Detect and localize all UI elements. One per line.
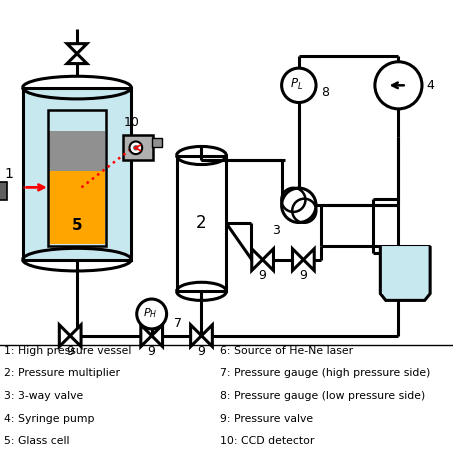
Text: 9: 9 (198, 345, 205, 358)
Bar (382, 277, 428, 293)
Polygon shape (292, 249, 303, 271)
Text: $P_L$: $P_L$ (291, 77, 304, 92)
Text: 4: Syringe pump: 4: Syringe pump (4, 414, 94, 424)
Circle shape (375, 62, 422, 109)
Text: 2: 2 (196, 214, 207, 232)
Polygon shape (263, 249, 273, 271)
Polygon shape (152, 325, 163, 346)
Text: 9: 9 (300, 269, 307, 282)
Text: 9: Pressure valve: 9: Pressure valve (219, 414, 313, 424)
Text: 9: 9 (66, 345, 74, 358)
Text: 2: Pressure multiplier: 2: Pressure multiplier (4, 368, 119, 378)
Text: 1: High pressure vessel: 1: High pressure vessel (4, 346, 131, 356)
Text: 10: 10 (123, 116, 139, 129)
Text: 3: 3 (272, 224, 280, 237)
Polygon shape (201, 325, 212, 346)
Text: 5: Glass cell: 5: Glass cell (4, 436, 69, 446)
Text: 5: 5 (72, 218, 82, 233)
Circle shape (133, 145, 138, 151)
Text: 7: 7 (174, 317, 182, 329)
Text: 4: 4 (427, 79, 434, 92)
Polygon shape (141, 325, 152, 346)
Polygon shape (67, 54, 87, 64)
Polygon shape (252, 249, 263, 271)
Circle shape (282, 68, 316, 102)
Bar (123, 136, 153, 160)
Text: 8: Pressure gauge (low pressure side): 8: Pressure gauge (low pressure side) (219, 391, 425, 401)
Text: 9: 9 (259, 269, 266, 282)
Bar (177, 155, 227, 292)
Text: 6: Source of He-Ne laser: 6: Source of He-Ne laser (219, 346, 353, 356)
Polygon shape (70, 325, 81, 346)
Polygon shape (67, 44, 87, 54)
Circle shape (137, 299, 167, 329)
Bar (49, 131, 105, 171)
Polygon shape (59, 325, 70, 346)
Bar (47, 110, 106, 246)
Bar (49, 170, 105, 244)
Circle shape (282, 188, 316, 222)
Text: 9: 9 (148, 345, 155, 358)
Polygon shape (380, 246, 430, 301)
Text: 7: Pressure gauge (high pressure side): 7: Pressure gauge (high pressure side) (219, 368, 430, 378)
Text: 8: 8 (321, 86, 329, 99)
Text: 10: CCD detector: 10: CCD detector (219, 436, 314, 446)
Bar (152, 138, 162, 147)
Text: 1: 1 (5, 167, 13, 181)
Polygon shape (303, 249, 314, 271)
Circle shape (129, 141, 142, 154)
Text: 3: 3-way valve: 3: 3-way valve (4, 391, 83, 401)
Bar (0, 182, 7, 200)
Bar (23, 88, 131, 260)
Text: $P_H$: $P_H$ (143, 306, 157, 320)
Polygon shape (191, 325, 201, 346)
